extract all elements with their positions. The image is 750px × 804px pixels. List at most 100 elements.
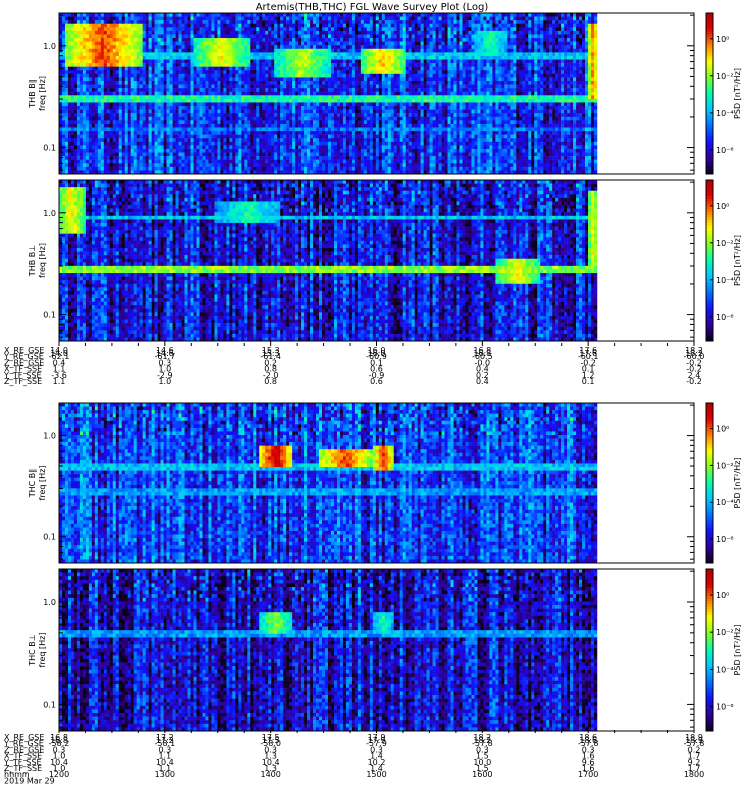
spectrogram-cell xyxy=(349,106,352,110)
spectrogram-cell xyxy=(119,38,122,42)
spectrogram-cell xyxy=(361,127,364,131)
spectrogram-cell xyxy=(235,31,238,35)
spectrogram-cell xyxy=(382,145,385,149)
spectrogram-cell xyxy=(247,131,250,135)
spectrogram-cell xyxy=(173,131,176,135)
spectrogram-cell xyxy=(146,31,149,35)
spectrogram-cell xyxy=(352,34,355,38)
spectrogram-cell xyxy=(307,156,310,160)
spectrogram-cell xyxy=(205,113,208,117)
spectrogram-cell xyxy=(337,34,340,38)
spectrogram-cell xyxy=(199,67,202,71)
spectrogram-cell xyxy=(286,70,289,74)
spectrogram-cell xyxy=(176,88,179,92)
spectrogram-cell xyxy=(247,42,250,46)
spectrogram-cell xyxy=(373,24,376,28)
spectrogram-cell xyxy=(274,92,277,96)
spectrogram-cell xyxy=(176,27,179,31)
spectrogram-cell xyxy=(310,160,313,164)
spectrogram-cell xyxy=(247,67,250,71)
spectrogram-cell xyxy=(364,138,367,142)
spectrogram-cell xyxy=(247,135,250,139)
spectrogram-cell xyxy=(376,17,379,21)
spectrogram-cell xyxy=(247,106,250,110)
spectrogram-cell xyxy=(310,70,313,74)
spectrogram-cell xyxy=(283,156,286,160)
spectrogram-cell xyxy=(346,106,349,110)
spectrogram-cell xyxy=(95,13,98,17)
spectrogram-cell xyxy=(146,17,149,21)
spectrogram-cell xyxy=(304,77,307,81)
spectrogram-cell xyxy=(337,110,340,114)
spectrogram-cell xyxy=(170,160,173,164)
spectrogram-cell xyxy=(307,117,310,121)
spectrogram-cell xyxy=(322,113,325,117)
spectrogram-cell xyxy=(373,149,376,153)
spectrogram-cell xyxy=(373,135,376,139)
spectrogram-cell xyxy=(379,77,382,81)
spectrogram-cell xyxy=(340,60,343,64)
spectrogram-cell xyxy=(232,102,235,106)
spectrogram-cell xyxy=(164,106,167,110)
spectrogram-cell xyxy=(223,34,226,38)
spectrogram-cell xyxy=(265,167,268,171)
spectrogram-cell xyxy=(364,95,367,99)
spectrogram-cell xyxy=(262,13,265,17)
spectrogram-cell xyxy=(328,74,331,78)
spectrogram-cell xyxy=(235,60,238,64)
spectrogram-cell xyxy=(199,153,202,157)
spectrogram-cell xyxy=(188,124,191,128)
spectrogram-cell xyxy=(238,45,241,49)
spectrogram-cell xyxy=(149,56,152,60)
spectrogram-cell xyxy=(191,17,194,21)
spectrogram-cell xyxy=(223,124,226,128)
spectrogram-cell xyxy=(80,117,83,121)
spectrogram-cell xyxy=(77,60,80,64)
spectrogram-cell xyxy=(95,95,98,99)
spectrogram-cell xyxy=(316,138,319,142)
spectrogram-cell xyxy=(325,60,328,64)
spectrogram-cell xyxy=(370,88,373,92)
spectrogram-cell xyxy=(328,145,331,149)
spectrogram-cell xyxy=(250,92,253,96)
spectrogram-cell xyxy=(95,145,98,149)
spectrogram-cell xyxy=(250,124,253,128)
spectrogram-cell xyxy=(152,45,155,49)
spectrogram-cell xyxy=(65,106,68,110)
spectrogram-cell xyxy=(268,24,271,28)
spectrogram-cell xyxy=(86,77,89,81)
spectrogram-cell xyxy=(271,24,274,28)
spectrogram-cell xyxy=(208,145,211,149)
spectrogram-cell xyxy=(220,142,223,146)
spectrogram-cell xyxy=(179,92,182,96)
spectrogram-cell xyxy=(104,113,107,117)
spectrogram-cell xyxy=(113,27,116,31)
spectrogram-cell xyxy=(223,95,226,99)
spectrogram-cell xyxy=(373,60,376,64)
spectrogram-cell xyxy=(316,70,319,74)
spectrogram-cell xyxy=(86,120,89,124)
spectrogram-cell xyxy=(92,149,95,153)
spectrogram-cell xyxy=(346,74,349,78)
spectrogram-cell xyxy=(334,45,337,49)
spectrogram-cell xyxy=(140,160,143,164)
spectrogram-cell xyxy=(182,27,185,31)
spectrogram-cell xyxy=(304,88,307,92)
spectrogram-cell xyxy=(340,145,343,149)
spectrogram-cell xyxy=(259,67,262,71)
spectrogram-cell xyxy=(188,120,191,124)
spectrogram-cell xyxy=(188,95,191,99)
spectrogram-cell xyxy=(331,110,334,114)
spectrogram-cell xyxy=(382,92,385,96)
spectrogram-cell xyxy=(235,95,238,99)
spectrogram-cell xyxy=(256,120,259,124)
spectrogram-cell xyxy=(214,102,217,106)
spectrogram-cell xyxy=(262,131,265,135)
spectrogram-cell xyxy=(194,42,197,46)
spectrogram-cell xyxy=(95,117,98,121)
spectrogram-cell xyxy=(164,127,167,131)
spectrogram-cell xyxy=(119,63,122,67)
spectrogram-cell xyxy=(152,38,155,42)
spectrogram-cell xyxy=(325,135,328,139)
spectrogram-cell xyxy=(220,67,223,71)
